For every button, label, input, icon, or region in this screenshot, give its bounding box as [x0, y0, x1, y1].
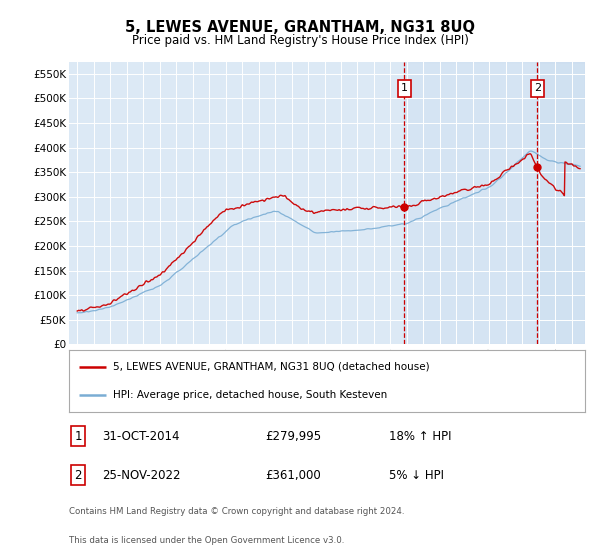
Text: 2: 2	[533, 83, 541, 94]
Text: 25-NOV-2022: 25-NOV-2022	[103, 469, 181, 482]
Text: 31-OCT-2014: 31-OCT-2014	[103, 430, 180, 442]
Text: £361,000: £361,000	[265, 469, 321, 482]
Text: 2: 2	[74, 469, 82, 482]
Text: 18% ↑ HPI: 18% ↑ HPI	[389, 430, 451, 442]
Text: HPI: Average price, detached house, South Kesteven: HPI: Average price, detached house, Sout…	[113, 390, 387, 400]
Bar	[537, 62, 585, 344]
Bar	[404, 62, 585, 344]
Text: 5, LEWES AVENUE, GRANTHAM, NG31 8UQ (detached house): 5, LEWES AVENUE, GRANTHAM, NG31 8UQ (det…	[113, 362, 430, 372]
Text: 5% ↓ HPI: 5% ↓ HPI	[389, 469, 444, 482]
Text: £279,995: £279,995	[265, 430, 321, 442]
Text: 5, LEWES AVENUE, GRANTHAM, NG31 8UQ: 5, LEWES AVENUE, GRANTHAM, NG31 8UQ	[125, 20, 475, 35]
Text: 1: 1	[401, 83, 407, 94]
Text: Contains HM Land Registry data © Crown copyright and database right 2024.: Contains HM Land Registry data © Crown c…	[69, 507, 404, 516]
Text: 1: 1	[74, 430, 82, 442]
Text: This data is licensed under the Open Government Licence v3.0.: This data is licensed under the Open Gov…	[69, 536, 344, 545]
Text: Price paid vs. HM Land Registry's House Price Index (HPI): Price paid vs. HM Land Registry's House …	[131, 34, 469, 46]
